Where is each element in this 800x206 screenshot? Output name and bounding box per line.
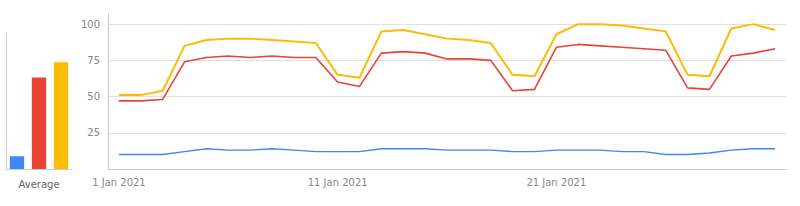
svg-text:21 Jan 2021: 21 Jan 2021: [526, 177, 586, 188]
svg-text:100: 100: [81, 19, 100, 30]
svg-text:11 Jan 2021: 11 Jan 2021: [308, 177, 368, 188]
svg-text:75: 75: [87, 55, 100, 66]
svg-text:25: 25: [87, 127, 100, 138]
svg-text:1 Jan 2021: 1 Jan 2021: [92, 177, 146, 188]
svg-text:Average: Average: [18, 179, 59, 190]
svg-text:50: 50: [87, 91, 100, 102]
